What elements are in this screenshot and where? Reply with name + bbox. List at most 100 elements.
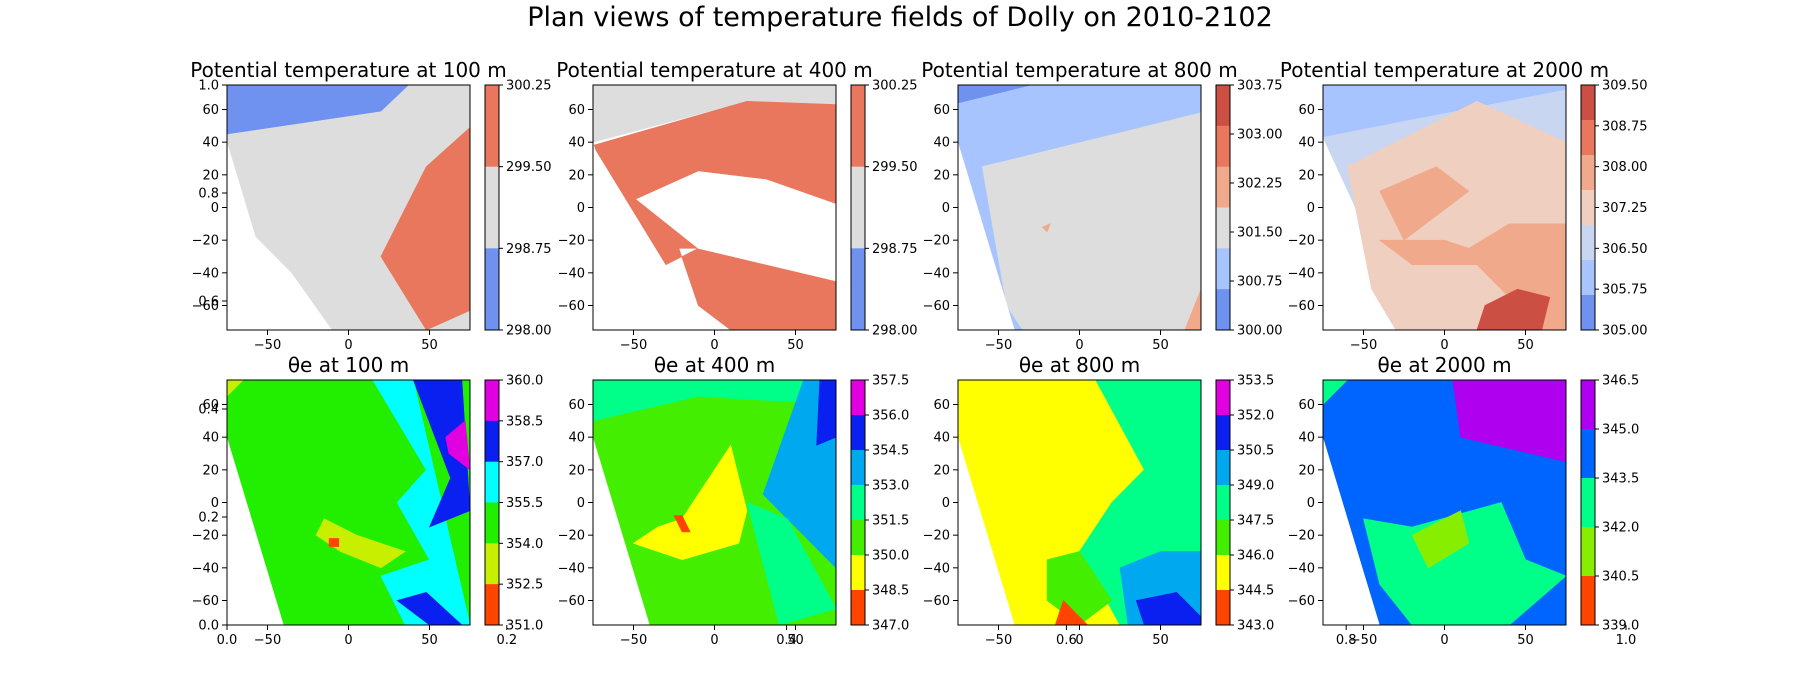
x-tick-label: −50 <box>254 338 281 353</box>
panel-title: Potential temperature at 800 m <box>921 58 1238 82</box>
colorbar-segment <box>1581 576 1595 626</box>
colorbar-segment <box>851 85 865 168</box>
contour-region-8 <box>328 538 340 547</box>
contour-region-2 <box>1323 380 1348 405</box>
y-tick-label: −60 <box>1288 299 1315 314</box>
y-tick-label: 60 <box>1298 103 1315 118</box>
colorbar-tick-label: 300.25 <box>506 79 552 94</box>
y-tick-label: 60 <box>568 103 585 118</box>
x-tick-label: 50 <box>787 338 804 353</box>
x-tick-label: 50 <box>421 633 438 648</box>
colorbar-segment <box>485 166 499 249</box>
x-tick-label: −50 <box>620 633 647 648</box>
contour-region-5 <box>1041 223 1051 233</box>
panel-8: θe at 2000 m −50 0 50 −60 −40 −20 0 20 40 60 346.5 3… <box>1288 353 1640 648</box>
contour-region-3 <box>1452 380 1566 463</box>
colorbar-tick-label: 351.5 <box>872 514 909 529</box>
colorbar-segment <box>851 450 865 486</box>
panel-title: θe at 400 m <box>654 353 775 377</box>
contour-region-7 <box>315 518 406 569</box>
colorbar-tick-label: 298.00 <box>872 324 918 339</box>
stray-x-tick-label: 0.2 <box>496 633 517 648</box>
colorbar-frame <box>1215 379 1231 626</box>
coastline-mask <box>227 437 284 625</box>
coastline-mask <box>1323 437 1380 625</box>
colorbar-segment <box>851 415 865 451</box>
contour-region-2 <box>593 380 836 422</box>
plot-area <box>958 85 1201 330</box>
x-tick-label: 50 <box>421 338 438 353</box>
x-tick-label: 50 <box>1517 633 1534 648</box>
y-tick-label: −60 <box>923 299 950 314</box>
plot-area <box>593 380 836 625</box>
colorbar-tick-label: 352.0 <box>1237 409 1274 424</box>
y-tick-label: −60 <box>923 594 950 609</box>
y-tick-label: 60 <box>202 103 219 118</box>
contour-region-6 <box>445 420 470 471</box>
y-tick-label: 0 <box>577 201 585 216</box>
colorbar-tick-label: 340.5 <box>1602 570 1639 585</box>
colorbar-segment <box>485 248 499 331</box>
x-tick-label: 0 <box>1440 338 1448 353</box>
y-tick-label: 20 <box>933 168 950 183</box>
x-tick-label: 0 <box>344 633 352 648</box>
colorbar-segment <box>1216 520 1230 556</box>
y-tick-label: 40 <box>568 136 585 151</box>
y-tick-label: 0 <box>211 201 219 216</box>
y-tick-label: −40 <box>558 561 585 576</box>
colorbar-tick-label: 302.25 <box>1237 177 1283 192</box>
contour-region-7 <box>673 515 691 533</box>
colorbar-tick-label: 348.5 <box>872 584 909 599</box>
panel-4: Potential temperature at 2000 m −50 0 50 −60… <box>1280 58 1648 353</box>
x-tick-label: 0 <box>710 633 718 648</box>
y-tick-label: −40 <box>923 266 950 281</box>
stray-x-tick-label: 0.8 <box>1336 633 1357 648</box>
stray-x-tick-label: 0.0 <box>217 633 238 648</box>
colorbar-segment <box>1216 380 1230 416</box>
stray-y-tick-label: 0.6 <box>198 295 219 310</box>
x-tick-label: 50 <box>1517 338 1534 353</box>
contour-region-4 <box>1135 591 1201 625</box>
panel-1: Potential temperature at 100 m −50 0 50 −60 −… <box>190 58 551 353</box>
contour-region-4 <box>1363 502 1566 625</box>
colorbar-segment <box>851 485 865 521</box>
plot-area <box>958 380 1201 625</box>
contour-region-2 <box>227 85 409 135</box>
panel-title: Potential temperature at 100 m <box>190 58 507 82</box>
y-tick-label: −40 <box>192 561 219 576</box>
colorbar-tick-label: 301.50 <box>1237 226 1283 241</box>
y-tick-label: 0 <box>211 496 219 511</box>
colorbar-tick-label: 350.0 <box>872 549 909 564</box>
coastline-mask <box>593 142 650 330</box>
colorbar-tick-label: 343.5 <box>1602 472 1639 487</box>
y-tick-label: −60 <box>1288 594 1315 609</box>
stray-y-tick-label: 1.0 <box>198 79 219 94</box>
colorbar-segment <box>1216 125 1230 168</box>
colorbar-tick-label: 339.0 <box>1602 619 1639 634</box>
colorbar-segment <box>1216 248 1230 290</box>
colorbar-frame <box>1580 379 1596 626</box>
colorbar-tick-label: 354.0 <box>506 537 543 552</box>
coastline-mask <box>958 142 1015 330</box>
colorbar-segment <box>1216 85 1230 127</box>
x-tick-label: 50 <box>787 633 804 648</box>
colorbar-tick-label: 347.5 <box>1237 514 1274 529</box>
colorbar-segment <box>851 248 865 331</box>
stray-y-tick-label: 0.2 <box>198 511 219 526</box>
colorbar-segment <box>851 380 865 416</box>
y-tick-label: 40 <box>1298 431 1315 446</box>
colorbar-segment <box>1581 155 1595 191</box>
colorbar-tick-label: 353.0 <box>872 479 909 494</box>
panel-6: θe at 400 m −50 0 50 −60 −40 −20 0 20 40 60 357.5 35… <box>558 353 910 648</box>
y-tick-label: 20 <box>1298 168 1315 183</box>
colorbar-tick-label: 300.00 <box>1237 324 1283 339</box>
y-tick-label: 40 <box>202 136 219 151</box>
y-tick-label: 20 <box>1298 463 1315 478</box>
y-tick-label: −60 <box>192 594 219 609</box>
x-tick-label: 0 <box>344 338 352 353</box>
colorbar-tick-label: 360.0 <box>506 374 543 389</box>
plot-area <box>227 380 470 625</box>
y-tick-label: −40 <box>1288 561 1315 576</box>
colorbar-segment <box>1581 85 1595 121</box>
colorbar-tick-label: 308.75 <box>1602 119 1648 134</box>
